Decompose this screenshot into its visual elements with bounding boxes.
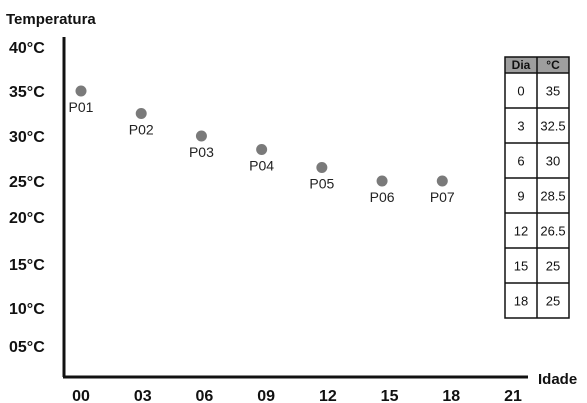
y-tick-label: 15°C	[9, 257, 45, 274]
x-tick-label: 03	[134, 388, 152, 403]
y-tick-labels: 40°C 35°C 30°C 25°C 20°C 15°C 10°C 05°C	[9, 40, 45, 356]
table-cell: 12	[514, 224, 528, 239]
table-cell: 25	[546, 294, 560, 309]
point-label: P07	[430, 189, 455, 205]
x-tick-label: 12	[319, 388, 337, 403]
x-tick-label: 06	[196, 388, 214, 403]
x-tick-label: 18	[442, 388, 460, 403]
table-cell: 35	[546, 84, 560, 99]
point-label: P03	[189, 144, 214, 160]
y-tick-label: 25°C	[9, 174, 45, 191]
table-cell: 26.5	[540, 224, 565, 239]
table-cell: 6	[517, 154, 524, 169]
point-label: P05	[309, 176, 334, 192]
table-cell: 15	[514, 259, 528, 274]
x-axis-title: Idade	[538, 371, 577, 388]
data-point	[135, 108, 147, 119]
data-point	[436, 175, 448, 187]
y-tick-label: 40°C	[9, 40, 45, 57]
data-points: P01 P02 P03 P04 P05 P06 P07	[69, 85, 455, 205]
table-header-cell: °C	[546, 58, 560, 72]
table-cell: 30	[546, 154, 560, 169]
table-header-cell: Dia	[512, 58, 531, 72]
y-tick-label: 05°C	[9, 339, 45, 356]
table-cell: 32.5	[540, 119, 565, 134]
data-point	[316, 162, 328, 173]
y-tick-label: 30°C	[9, 129, 45, 146]
data-point	[376, 175, 388, 187]
table-cell: 28.5	[540, 189, 565, 204]
point-label: P02	[129, 122, 154, 138]
x-tick-label: 21	[504, 388, 522, 403]
data-point	[256, 144, 268, 155]
point-label: P06	[370, 189, 395, 205]
table-cell: 18	[514, 294, 528, 309]
y-tick-label: 20°C	[9, 210, 45, 227]
x-tick-labels: 00 03 06 09 12 15 18 21	[72, 388, 522, 403]
x-tick-label: 09	[257, 388, 275, 403]
table-cell: 0	[517, 84, 524, 99]
table-cell: 9	[517, 189, 524, 204]
data-table: Dia °C 0 35 3 32.5 6 30 9 28.5 12 26.5 15 25 18 25	[504, 56, 570, 319]
y-tick-label: 10°C	[9, 301, 45, 318]
table-cell: 3	[517, 119, 524, 134]
data-point	[195, 130, 207, 142]
x-tick-label: 00	[72, 388, 90, 403]
y-axis-title: Temperatura	[6, 11, 96, 28]
y-tick-label: 35°C	[9, 84, 45, 101]
x-tick-label: 15	[381, 388, 399, 403]
table-cell: 25	[546, 259, 560, 274]
table-border	[504, 56, 570, 319]
data-point	[75, 85, 87, 97]
point-label: P04	[249, 158, 274, 174]
point-label: P01	[69, 99, 94, 115]
